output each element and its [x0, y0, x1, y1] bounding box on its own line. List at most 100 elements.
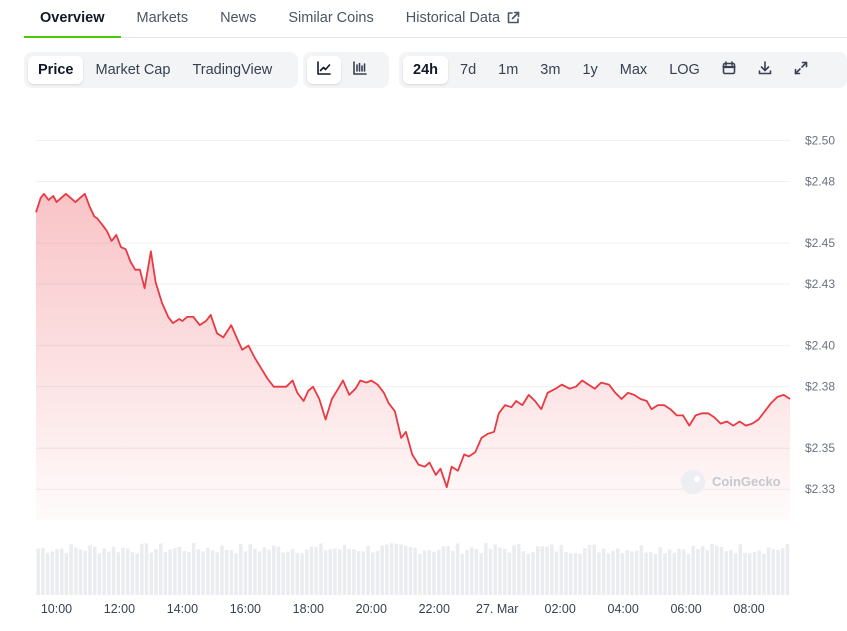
volume-bar [526, 553, 531, 595]
volume-bar [201, 551, 205, 595]
volume-bar [385, 544, 389, 595]
volume-bar [766, 547, 771, 595]
tab-news-label: News [220, 10, 257, 26]
fullscreen-button[interactable] [784, 56, 818, 84]
volume-bar [498, 547, 502, 595]
volume-bar [111, 546, 116, 595]
x-tick-label: 20:00 [356, 602, 387, 616]
x-tick-label: 04:00 [608, 602, 639, 616]
volume-bar [455, 543, 460, 595]
volume-bar [658, 547, 662, 595]
tab-news[interactable]: News [204, 0, 272, 37]
y-tick-label: $2.33 [805, 482, 835, 496]
range-max-button[interactable]: Max [619, 62, 648, 78]
calendar-icon [721, 60, 737, 80]
x-tick-label: 12:00 [104, 602, 135, 616]
volume-bar [597, 552, 601, 595]
volume-bar [592, 544, 596, 595]
tab-markets[interactable]: Markets [121, 0, 205, 37]
volume-bar [479, 553, 483, 595]
volume-bar [460, 553, 465, 595]
volume-bar [644, 552, 648, 595]
x-tick-label: 18:00 [293, 602, 324, 616]
volume-bar [210, 550, 215, 595]
volume-bar [677, 548, 681, 595]
y-tick-label: $2.48 [805, 175, 835, 189]
volume-bar [163, 551, 168, 595]
volume-bar [583, 548, 587, 595]
volume-bar [465, 550, 469, 595]
range-24h-button[interactable]: 24h [403, 56, 448, 84]
volume-bar [441, 546, 446, 595]
volume-bar [616, 548, 620, 595]
tab-historical-data[interactable]: Historical Data [390, 0, 536, 37]
volume-bar [243, 551, 248, 595]
volume-bar [715, 546, 719, 595]
range-3m-button[interactable]: 3m [540, 62, 561, 78]
volume-bar [50, 551, 55, 595]
volume-bar [601, 548, 606, 595]
volume-bar [394, 543, 399, 595]
volume-bar [187, 552, 191, 595]
volume-bar [469, 547, 474, 595]
volume-bar [729, 550, 733, 595]
price-chart[interactable]: $2.50 $2.48 $2.45 $2.43 $2.40 $2.38 $2.35 $2.33… [0, 100, 847, 631]
volume-bar [191, 543, 196, 595]
download-button[interactable] [748, 56, 782, 84]
x-tick-label: 22:00 [419, 602, 450, 616]
volume-bar [521, 551, 526, 595]
volume-bar [403, 545, 408, 595]
volume-bar [634, 550, 639, 595]
volume-bar [41, 547, 45, 595]
volume-bar [158, 543, 163, 595]
volume-bar [611, 550, 615, 595]
volume-bar [248, 544, 252, 595]
volume-bar [356, 551, 361, 595]
volume-bar [559, 544, 563, 595]
volume-bar [696, 549, 700, 595]
volume-bar [224, 550, 229, 595]
volume-bar [286, 551, 290, 595]
log-scale-button[interactable]: LOG [669, 62, 700, 78]
line-chart-button[interactable] [307, 56, 341, 84]
volume-bar [540, 546, 545, 595]
volume-bar [682, 549, 686, 595]
y-tick-label: $2.50 [805, 134, 835, 148]
y-axis-labels: $2.50 $2.48 $2.45 $2.43 $2.40 $2.38 $2.35 $2.33 [805, 134, 835, 497]
calendar-button[interactable] [712, 56, 746, 84]
tab-overview[interactable]: Overview [24, 0, 121, 38]
volume-bar [173, 547, 177, 595]
market-cap-button[interactable]: Market Cap [95, 62, 171, 78]
volume-bar [776, 549, 780, 595]
volume-bar [762, 553, 766, 595]
volume-bar [154, 549, 158, 595]
volume-bar [606, 553, 611, 595]
volume-bar [314, 546, 318, 595]
range-1y-button[interactable]: 1y [582, 62, 598, 78]
price-button[interactable]: Price [28, 56, 84, 84]
y-tick-label: $2.40 [805, 339, 835, 353]
volume-bar [747, 553, 752, 595]
volume-bar [568, 553, 573, 595]
volume-bar [140, 543, 144, 595]
volume-bar [300, 553, 304, 595]
price-area-fill [36, 193, 790, 521]
candlestick-chart-icon [352, 60, 368, 80]
volume-bar [705, 550, 710, 595]
price-line [35, 192, 791, 489]
tab-similar-coins[interactable]: Similar Coins [272, 0, 389, 37]
candlestick-chart-button[interactable] [343, 56, 377, 84]
volume-bar [347, 549, 351, 595]
volume-bar [102, 548, 106, 595]
volume-bar [474, 549, 479, 595]
volume-bar [686, 553, 691, 595]
volume-bar [649, 552, 653, 595]
volume-bar [196, 549, 201, 595]
x-tick-label: 02:00 [545, 602, 576, 616]
tradingview-button[interactable]: TradingView [192, 62, 273, 78]
volume-bar [502, 548, 507, 595]
range-1m-button[interactable]: 1m [498, 62, 519, 78]
coingecko-logo-eye [694, 476, 700, 482]
volume-bar [97, 553, 102, 595]
range-7d-button[interactable]: 7d [460, 62, 477, 78]
